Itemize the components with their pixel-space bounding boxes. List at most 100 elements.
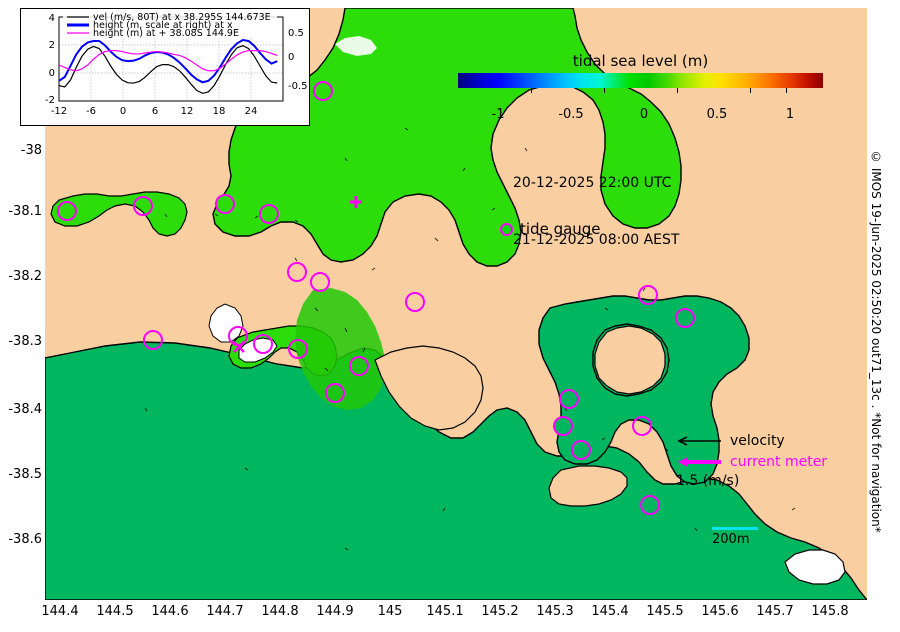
tide-gauge-marker[interactable] [571,440,591,460]
inset-y2tick-label: -0.5 [288,81,308,92]
velocity-arrow-icon [677,435,721,446]
coastal-lagoon [784,549,846,585]
copyright-notice: © IMOS 19-Jun-2025 02:50:20 out71_13c . … [869,150,883,533]
inset-x-axis: -12 -6 0 6 12 18 24 [51,106,258,117]
velocity-legend: velocity current meter 1.5 (m/s) [676,430,827,490]
tide-gauge-marker[interactable] [559,389,579,409]
current-meter-legend-label: current meter [730,453,828,470]
colorbar-title: tidal sea level (m) [572,52,709,70]
x-tick-label: 144.9 [316,604,354,619]
tide-gauge-marker[interactable] [57,201,77,221]
current-meter-arrow-icon [678,456,721,467]
x-tick-label: 144.8 [261,604,299,619]
tide-gauge-icon [500,222,513,236]
timestamp-utc: 20-12-2025 22:00 UTC [513,175,672,191]
bay-southern-shoals [295,288,385,410]
x-tick-label: 144.7 [206,604,244,619]
x-tick-label: 145.2 [481,604,519,619]
tide-gauge-markers [57,66,695,515]
tide-gauge-marker[interactable] [143,330,163,350]
tide-gauge-marker[interactable] [259,204,279,224]
inset-chart-svg: 4 2 0 -2 0.5 0 -0.5 -12 -6 0 6 12 18 24 [45,12,308,117]
tide-gauge-marker[interactable] [640,495,660,515]
y-tick-label: -38.2 [8,269,42,284]
x-tick-label: 145.6 [701,604,739,619]
inset-legend: vel (m/s, 80T) at x 38.295S 144.673E hei… [63,12,277,39]
colorbar: tidal sea level (m) -1 -0.5 0 0.5 1 [458,52,823,124]
velocity-scale-label: 1.5 (m/s) [676,473,740,489]
x-tick-label: 145.1 [426,604,464,619]
inset-ytick-label: 0 [49,68,55,79]
phillip-island [548,465,628,507]
x-tick-label: 145 [377,604,403,619]
inset-legend-label: height (m, scale at right) at x [93,20,233,31]
scale-bar-label: 200m [712,532,750,547]
inset-series-line [58,45,278,94]
inset-xtick-label: -12 [51,106,67,117]
tide-gauge-marker[interactable] [288,339,308,359]
tide-gauge-marker[interactable] [133,196,153,216]
velocity-legend-row: velocity [676,430,827,451]
port-phillip-bay-water [212,8,682,267]
x-tick-label: 145.8 [811,604,849,619]
inset-legend-label: vel (m/s, 80T) at x 38.295S 144.673E [93,12,271,23]
velocity-legend-label: velocity [730,432,785,449]
timeseries-inset-chart[interactable]: 4 2 0 -2 0.5 0 -0.5 -12 -6 0 6 12 18 24 [20,8,310,126]
inset-ytick-label: 4 [49,13,55,24]
y-tick-label: -38.6 [8,532,42,547]
inset-xtick-label: 0 [120,106,126,117]
tide-gauge-marker[interactable] [675,308,695,328]
current-meter-legend-row: current meter [676,451,827,472]
x-tick-label: 145.3 [536,604,574,619]
inset-grid [59,17,283,101]
inset-xtick-label: -6 [86,106,96,117]
inset-xtick-label: 6 [152,106,158,117]
tide-gauge-marker[interactable] [228,326,248,346]
x-tick-label: 144.5 [96,604,134,619]
inset-series-line [58,38,278,84]
french-island [594,325,666,395]
x-tick-label: 145.4 [591,604,629,619]
tide-gauge-marker[interactable] [310,272,330,292]
tide-gauge-marker[interactable] [553,416,573,436]
x-station-marker[interactable] [233,341,245,353]
tide-gauge-legend: tide gauge [500,220,601,238]
timestamp-local: 21-12-2025 08:00 AEST [513,232,680,248]
inset-legend-label: height (m) at + 38.08S 144.9E [93,28,239,39]
tide-gauge-marker[interactable] [405,292,425,312]
inset-xtick-label: 12 [181,106,194,117]
y-tick-label: -38 [20,143,42,158]
plus-station-marker[interactable] [350,196,362,208]
inset-y2tick-label: 0.5 [288,28,304,39]
inset-y2tick-label: 0 [288,52,294,63]
inset-series-line [58,50,278,72]
x-tick-label: 144.6 [151,604,189,619]
tide-gauge-marker[interactable] [287,262,307,282]
shoal-the-rip [238,337,278,363]
scale-bar: 200m [712,527,758,547]
inset-right-axis: 0.5 0 -0.5 [288,28,308,92]
y-tick-label: -38.5 [8,467,42,482]
station-markers-layer[interactable] [45,8,867,600]
tide-gauge-marker[interactable] [313,81,333,101]
colorbar-tick-label: -1 [491,107,505,122]
corio-bay-water [50,191,188,237]
inset-ytick-label: 2 [49,40,55,51]
tide-gauge-marker[interactable] [632,416,652,436]
shoal-fringe-north [335,36,377,56]
tide-gauge-marker[interactable] [638,285,658,305]
inset-xtick-label: 24 [245,106,258,117]
y-tick-label: -38.1 [8,204,42,219]
tide-gauge-marker[interactable] [349,356,369,376]
shoal-swan-bay [208,303,244,343]
tide-gauge-marker[interactable] [325,383,345,403]
tide-gauge-marker[interactable] [215,194,235,214]
colorbar-tick-label: 1 [785,107,795,122]
inset-ytick-label: -2 [45,95,55,106]
tide-gauge-marker[interactable] [253,334,273,354]
x-tick-label: 145.7 [756,604,794,619]
colorbar-tick-label: 0.5 [706,107,728,122]
colorbar-tick-labels: -1 -0.5 0 0.5 1 [458,106,823,124]
scale-bar-line [712,527,758,530]
